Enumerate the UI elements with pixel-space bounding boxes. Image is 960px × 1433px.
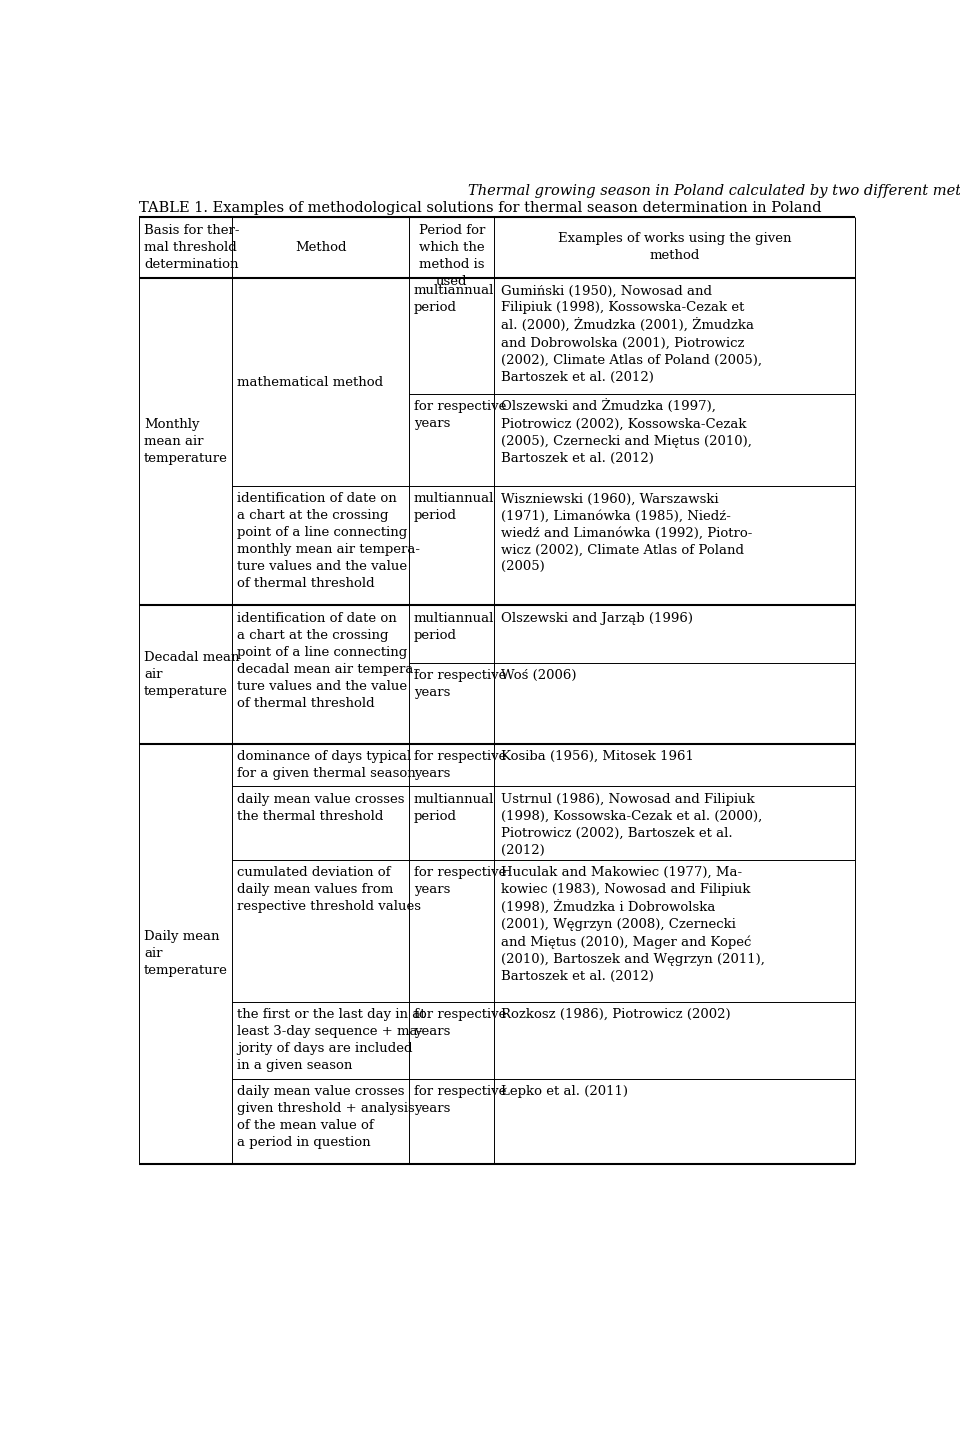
Text: Woś (2006): Woś (2006) bbox=[500, 669, 576, 682]
Text: multiannual
period: multiannual period bbox=[414, 284, 494, 314]
Text: Huculak and Makowiec (1977), Ma-
kowiec (1983), Nowosad and Filipiuk
(1998), Żmu: Huculak and Makowiec (1977), Ma- kowiec … bbox=[500, 866, 764, 983]
Text: dominance of days typical
for a given thermal season: dominance of days typical for a given th… bbox=[237, 751, 416, 780]
Text: for respective
years: for respective years bbox=[414, 1009, 506, 1037]
Text: multiannual
period: multiannual period bbox=[414, 612, 494, 642]
Text: Basis for ther-
mal threshold
determination: Basis for ther- mal threshold determinat… bbox=[144, 225, 240, 271]
Text: for respective
years: for respective years bbox=[414, 751, 506, 780]
Text: daily mean value crosses
given threshold + analysis
of the mean value of
a perio: daily mean value crosses given threshold… bbox=[237, 1085, 415, 1149]
Text: the first or the last day in at
least 3-day sequence + ma-
jority of days are in: the first or the last day in at least 3-… bbox=[237, 1009, 425, 1072]
Text: Rozkosz (1986), Piotrowicz (2002): Rozkosz (1986), Piotrowicz (2002) bbox=[500, 1009, 731, 1022]
Text: multiannual
period: multiannual period bbox=[414, 493, 494, 522]
Text: Thermal growing season in Poland calculated by two different methods    263: Thermal growing season in Poland calcula… bbox=[468, 183, 960, 198]
Text: TABLE 1. Examples of methodological solutions for thermal season determination i: TABLE 1. Examples of methodological solu… bbox=[139, 201, 822, 215]
Text: for respective
years: for respective years bbox=[414, 669, 506, 699]
Text: Period for
which the
method is
used: Period for which the method is used bbox=[419, 225, 485, 288]
Text: for respective
years: for respective years bbox=[414, 866, 506, 896]
Text: Monthly
mean air
temperature: Monthly mean air temperature bbox=[144, 418, 228, 466]
Text: Examples of works using the given
method: Examples of works using the given method bbox=[558, 232, 791, 262]
Text: multiannual
period: multiannual period bbox=[414, 792, 494, 823]
Text: mathematical method: mathematical method bbox=[237, 375, 383, 388]
Text: Olszewski and Jarząb (1996): Olszewski and Jarząb (1996) bbox=[500, 612, 692, 625]
Text: Olszewski and Żmudzka (1997),
Piotrowicz (2002), Kossowska-Cezak
(2005), Czernec: Olszewski and Żmudzka (1997), Piotrowicz… bbox=[500, 400, 752, 466]
Text: cumulated deviation of
daily mean values from
respective threshold values: cumulated deviation of daily mean values… bbox=[237, 866, 421, 913]
Text: Łepko et al. (2011): Łepko et al. (2011) bbox=[500, 1085, 628, 1098]
Text: Wiszniewski (1960), Warszawski
(1971), Limanówka (1985), Niedź-
wiedź and Limanó: Wiszniewski (1960), Warszawski (1971), L… bbox=[500, 493, 752, 573]
Text: identification of date on
a chart at the crossing
point of a line connecting
dec: identification of date on a chart at the… bbox=[237, 612, 418, 709]
Text: Daily mean
air
temperature: Daily mean air temperature bbox=[144, 930, 228, 977]
Text: Decadal mean
air
temperature: Decadal mean air temperature bbox=[144, 651, 240, 698]
Text: Gumiński (1950), Nowosad and
Filipiuk (1998), Kossowska-Cezak et
al. (2000), Żmu: Gumiński (1950), Nowosad and Filipiuk (1… bbox=[500, 284, 761, 384]
Text: Kosiba (1956), Mitosek 1961: Kosiba (1956), Mitosek 1961 bbox=[500, 751, 693, 764]
Text: Ustrnul (1986), Nowosad and Filipiuk
(1998), Kossowska-Cezak et al. (2000),
Piot: Ustrnul (1986), Nowosad and Filipiuk (19… bbox=[500, 792, 762, 857]
Text: identification of date on
a chart at the crossing
point of a line connecting
mon: identification of date on a chart at the… bbox=[237, 493, 420, 590]
Text: for respective
years: for respective years bbox=[414, 1085, 506, 1115]
Text: for respective
years: for respective years bbox=[414, 400, 506, 430]
Text: Method: Method bbox=[295, 241, 347, 254]
Text: daily mean value crosses
the thermal threshold: daily mean value crosses the thermal thr… bbox=[237, 792, 404, 823]
